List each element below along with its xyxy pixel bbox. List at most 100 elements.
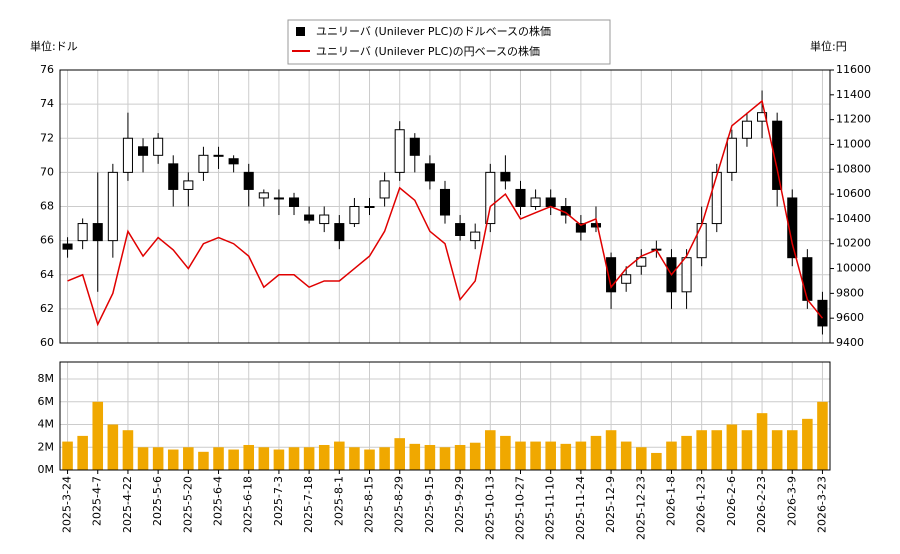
candle-body — [485, 171, 496, 225]
y2-tick-label: 9600 — [836, 311, 864, 324]
volume-bar — [817, 401, 828, 470]
candle-body — [62, 243, 73, 250]
y2-tick-label: 11000 — [836, 137, 871, 150]
candle-body — [515, 188, 526, 207]
x-tick-label: 2026-3-23 — [815, 476, 828, 533]
candle-body — [545, 197, 556, 207]
volume-bar — [681, 435, 692, 470]
volume-bar — [107, 424, 119, 470]
x-tick-label: 2025-4-7 — [91, 476, 104, 526]
x-tick-label: 2025-10-13 — [483, 476, 496, 540]
x-tick-label: 2026-3-9 — [785, 476, 798, 526]
volume-bar — [349, 447, 360, 470]
y2-tick-label: 11400 — [836, 88, 871, 101]
candle-body — [183, 180, 194, 190]
volume-bar — [605, 430, 617, 470]
x-tick-label: 2025-4-22 — [121, 476, 134, 533]
candle-body — [228, 158, 239, 165]
candle-body — [138, 146, 149, 156]
volume-bar — [530, 441, 541, 470]
candle-body — [439, 188, 451, 216]
candle-body — [409, 137, 420, 156]
x-tick-label: 2025-11-10 — [544, 476, 557, 540]
volume-bar — [152, 447, 164, 470]
y-tick-label: 70 — [40, 165, 54, 178]
x-tick-label: 2026-1-23 — [695, 476, 708, 533]
volume-bar — [303, 447, 315, 470]
volume-bar — [696, 430, 707, 470]
x-tick-label: 2025-12-9 — [604, 476, 617, 533]
volume-bar — [515, 441, 526, 470]
candle-body — [606, 257, 617, 293]
y2-tick-label: 10000 — [836, 262, 871, 275]
plot-frame — [59, 69, 831, 344]
y-tick-label: 0M — [38, 463, 55, 476]
legend-label: ユニリーバ (Unilever PLC)の円ベースの株価 — [316, 44, 540, 58]
volume-bar — [273, 449, 285, 470]
y-tick-label: 6M — [38, 395, 55, 408]
volume-bar — [198, 451, 209, 470]
y-tick-label: 64 — [40, 268, 54, 281]
y2-tick-label: 9800 — [836, 286, 864, 299]
volume-bar — [756, 413, 768, 470]
candle-body — [530, 197, 541, 207]
volume-bar — [786, 430, 798, 470]
y-tick-label: 62 — [40, 302, 54, 315]
candle-body — [726, 137, 737, 173]
y-tick-label: 4M — [38, 418, 55, 431]
y2-tick-label: 10200 — [836, 237, 871, 250]
candle-body — [243, 171, 254, 190]
x-tick-label: 2025-8-15 — [363, 476, 376, 533]
volume-bar — [439, 447, 451, 470]
candle-body — [273, 197, 284, 200]
volume-bar — [92, 401, 104, 470]
y2-tick-label: 9400 — [836, 336, 864, 349]
x-tick-label: 2025-10-27 — [513, 476, 526, 540]
candle-body — [757, 112, 768, 122]
candle-body — [364, 206, 375, 208]
y-axis-label: 単位:ドル — [30, 39, 78, 53]
candle-body — [213, 154, 224, 157]
candle-body — [334, 223, 345, 242]
volume-bar — [122, 430, 134, 470]
x-tick-label: 2025-7-18 — [302, 476, 315, 533]
candle-body — [153, 137, 164, 156]
candle-body — [590, 223, 602, 228]
x-tick-label: 2026-2-23 — [755, 476, 768, 533]
x-tick-label: 2025-12-23 — [634, 476, 647, 540]
candle-body — [258, 192, 269, 199]
candle-body — [772, 120, 783, 190]
volume-bar — [575, 441, 587, 470]
candle-body — [470, 231, 481, 242]
volume-bar — [560, 443, 572, 470]
candle-body — [681, 257, 692, 293]
y-tick-label: 8M — [38, 372, 55, 385]
y-tick-label: 68 — [40, 200, 54, 213]
x-tick-label: 2025-8-29 — [393, 476, 406, 533]
candle-body — [787, 197, 798, 259]
candle-body — [379, 180, 390, 199]
y2-tick-label: 10800 — [836, 162, 871, 175]
legend-box — [287, 19, 611, 65]
volume-bar — [500, 435, 511, 470]
volume-bar — [771, 430, 783, 470]
x-tick-label: 2025-9-15 — [423, 476, 436, 533]
volume-bar — [318, 444, 330, 470]
candle-body — [198, 154, 209, 173]
volume-bar — [454, 444, 466, 470]
candle-body — [394, 129, 405, 173]
y2-tick-label: 11600 — [836, 63, 871, 76]
y2-tick-label: 10400 — [836, 212, 871, 225]
candle-body — [319, 214, 330, 225]
volume-bar — [651, 452, 662, 470]
volume-bar — [635, 447, 647, 470]
volume-bar — [802, 418, 813, 470]
volume-bar — [711, 430, 723, 470]
plot-frame — [59, 361, 831, 471]
y-tick-label: 66 — [40, 234, 54, 247]
volume-bar — [741, 430, 753, 470]
y-tick-label: 74 — [40, 97, 54, 110]
candle-body — [122, 137, 133, 173]
candle-body — [711, 171, 722, 225]
